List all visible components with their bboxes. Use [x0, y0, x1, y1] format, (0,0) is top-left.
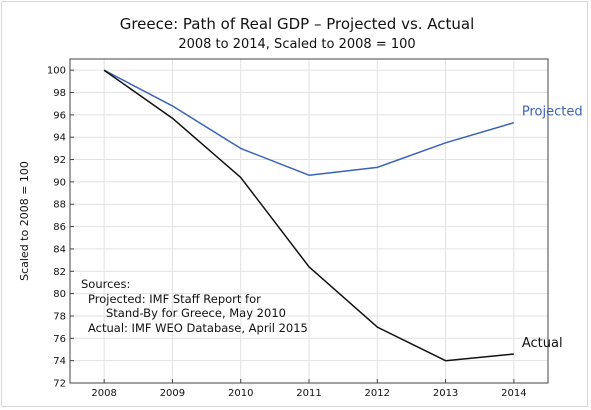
gridlines — [70, 59, 548, 384]
y-tick-label: 92 — [53, 155, 66, 166]
x-tick-label: 2010 — [228, 388, 253, 399]
y-tick-label: 86 — [53, 222, 66, 233]
series-labels: Projected Actual — [522, 105, 583, 351]
series-line-actual — [103, 69, 514, 362]
y-tick-label: 94 — [53, 133, 66, 144]
annotation-line-2: Projected: IMF Staff Report for — [88, 292, 261, 306]
x-tick-label: 2008 — [91, 388, 116, 399]
series-label-projected: Projected — [522, 105, 583, 120]
annotation-line-3: Stand-By for Greece, May 2010 — [106, 306, 286, 320]
annotation-line-4: Actual: IMF WEO Database, April 2015 — [88, 321, 308, 335]
series-line-projected — [103, 69, 515, 176]
x-tick-label: 2013 — [433, 388, 458, 399]
y-tick-label: 100 — [47, 66, 66, 77]
x-tick-label: 2011 — [296, 388, 321, 399]
x-tick-label: 2014 — [501, 388, 526, 399]
chart-subtitle: 2008 to 2014, Scaled to 2008 = 100 — [178, 37, 415, 52]
y-tick-label: 74 — [53, 356, 66, 367]
y-tick-label: 82 — [53, 267, 66, 278]
series-label-actual: Actual — [522, 336, 563, 351]
y-tick-label: 80 — [53, 289, 66, 300]
annotation-line-1: Sources: — [81, 277, 130, 291]
x-tick-label: 2009 — [160, 388, 185, 399]
chart-title: Greece: Path of Real GDP – Projected vs.… — [120, 15, 475, 33]
y-tick-label: 98 — [53, 88, 66, 99]
y-tick-label: 78 — [53, 311, 66, 322]
y-tick-label: 90 — [53, 177, 66, 188]
y-tick-label: 84 — [53, 244, 66, 255]
y-tick-label: 72 — [53, 379, 66, 390]
y-axis-label: Scaled to 2008 = 100 — [18, 161, 31, 281]
y-tick-label: 96 — [53, 110, 66, 121]
y-tick-label: 76 — [53, 334, 66, 345]
sources-annotation: Sources: Projected: IMF Staff Report for… — [81, 277, 308, 335]
axis-ticks: 72 74 76 78 80 82 84 86 88 90 92 94 96 98 100 2008 2009 2… — [47, 66, 527, 399]
x-tick-label: 2012 — [365, 388, 390, 399]
series-lines — [103, 69, 515, 362]
y-tick-label: 88 — [53, 200, 66, 211]
